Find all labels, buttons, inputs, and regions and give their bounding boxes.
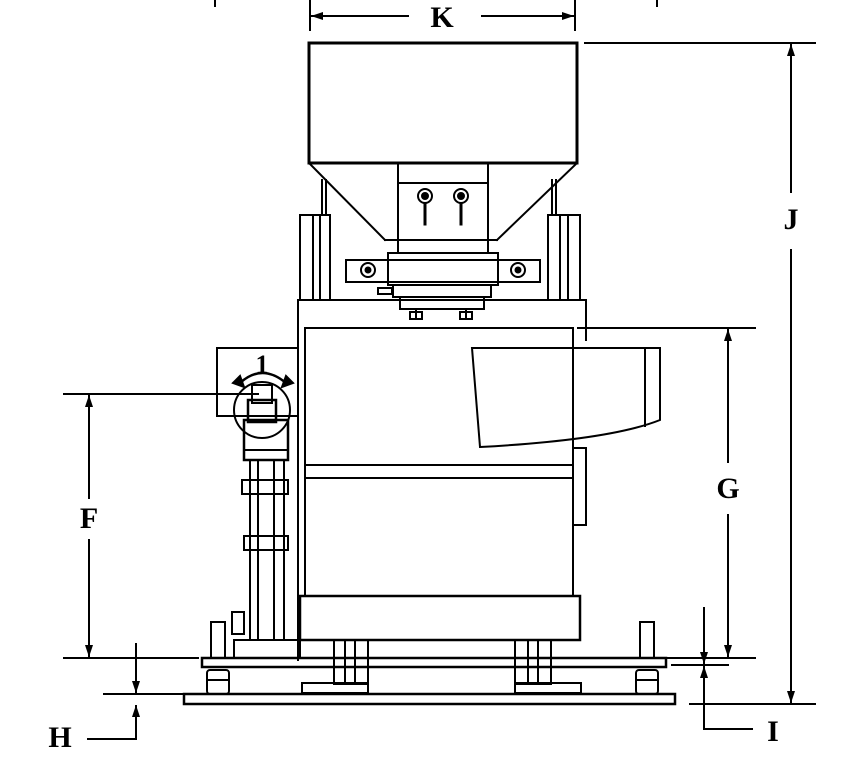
dimension-h: H — [48, 643, 185, 754]
dimension-g: G — [577, 327, 756, 659]
dimension-j: J — [584, 42, 816, 705]
dimension-label-i: I — [767, 715, 779, 748]
side-lift-assembly — [210, 347, 301, 659]
dimension-label-j: J — [784, 203, 799, 236]
gate-valve-assembly — [345, 162, 541, 320]
hopper — [307, 41, 579, 242]
dimension-label-g: G — [716, 472, 739, 505]
dimension-f: F — [63, 393, 259, 659]
base-frame — [182, 621, 677, 706]
discharge-chute — [470, 347, 661, 449]
dimension-label-f: F — [80, 502, 98, 535]
main-cabinet — [297, 299, 587, 661]
dimension-label-h: H — [48, 721, 71, 754]
dimension-k: K — [214, 0, 658, 34]
dimension-i: I — [671, 607, 779, 748]
dimension-label-k: K — [430, 1, 454, 34]
callout-number: 1 — [256, 350, 269, 379]
support-columns — [299, 179, 581, 301]
